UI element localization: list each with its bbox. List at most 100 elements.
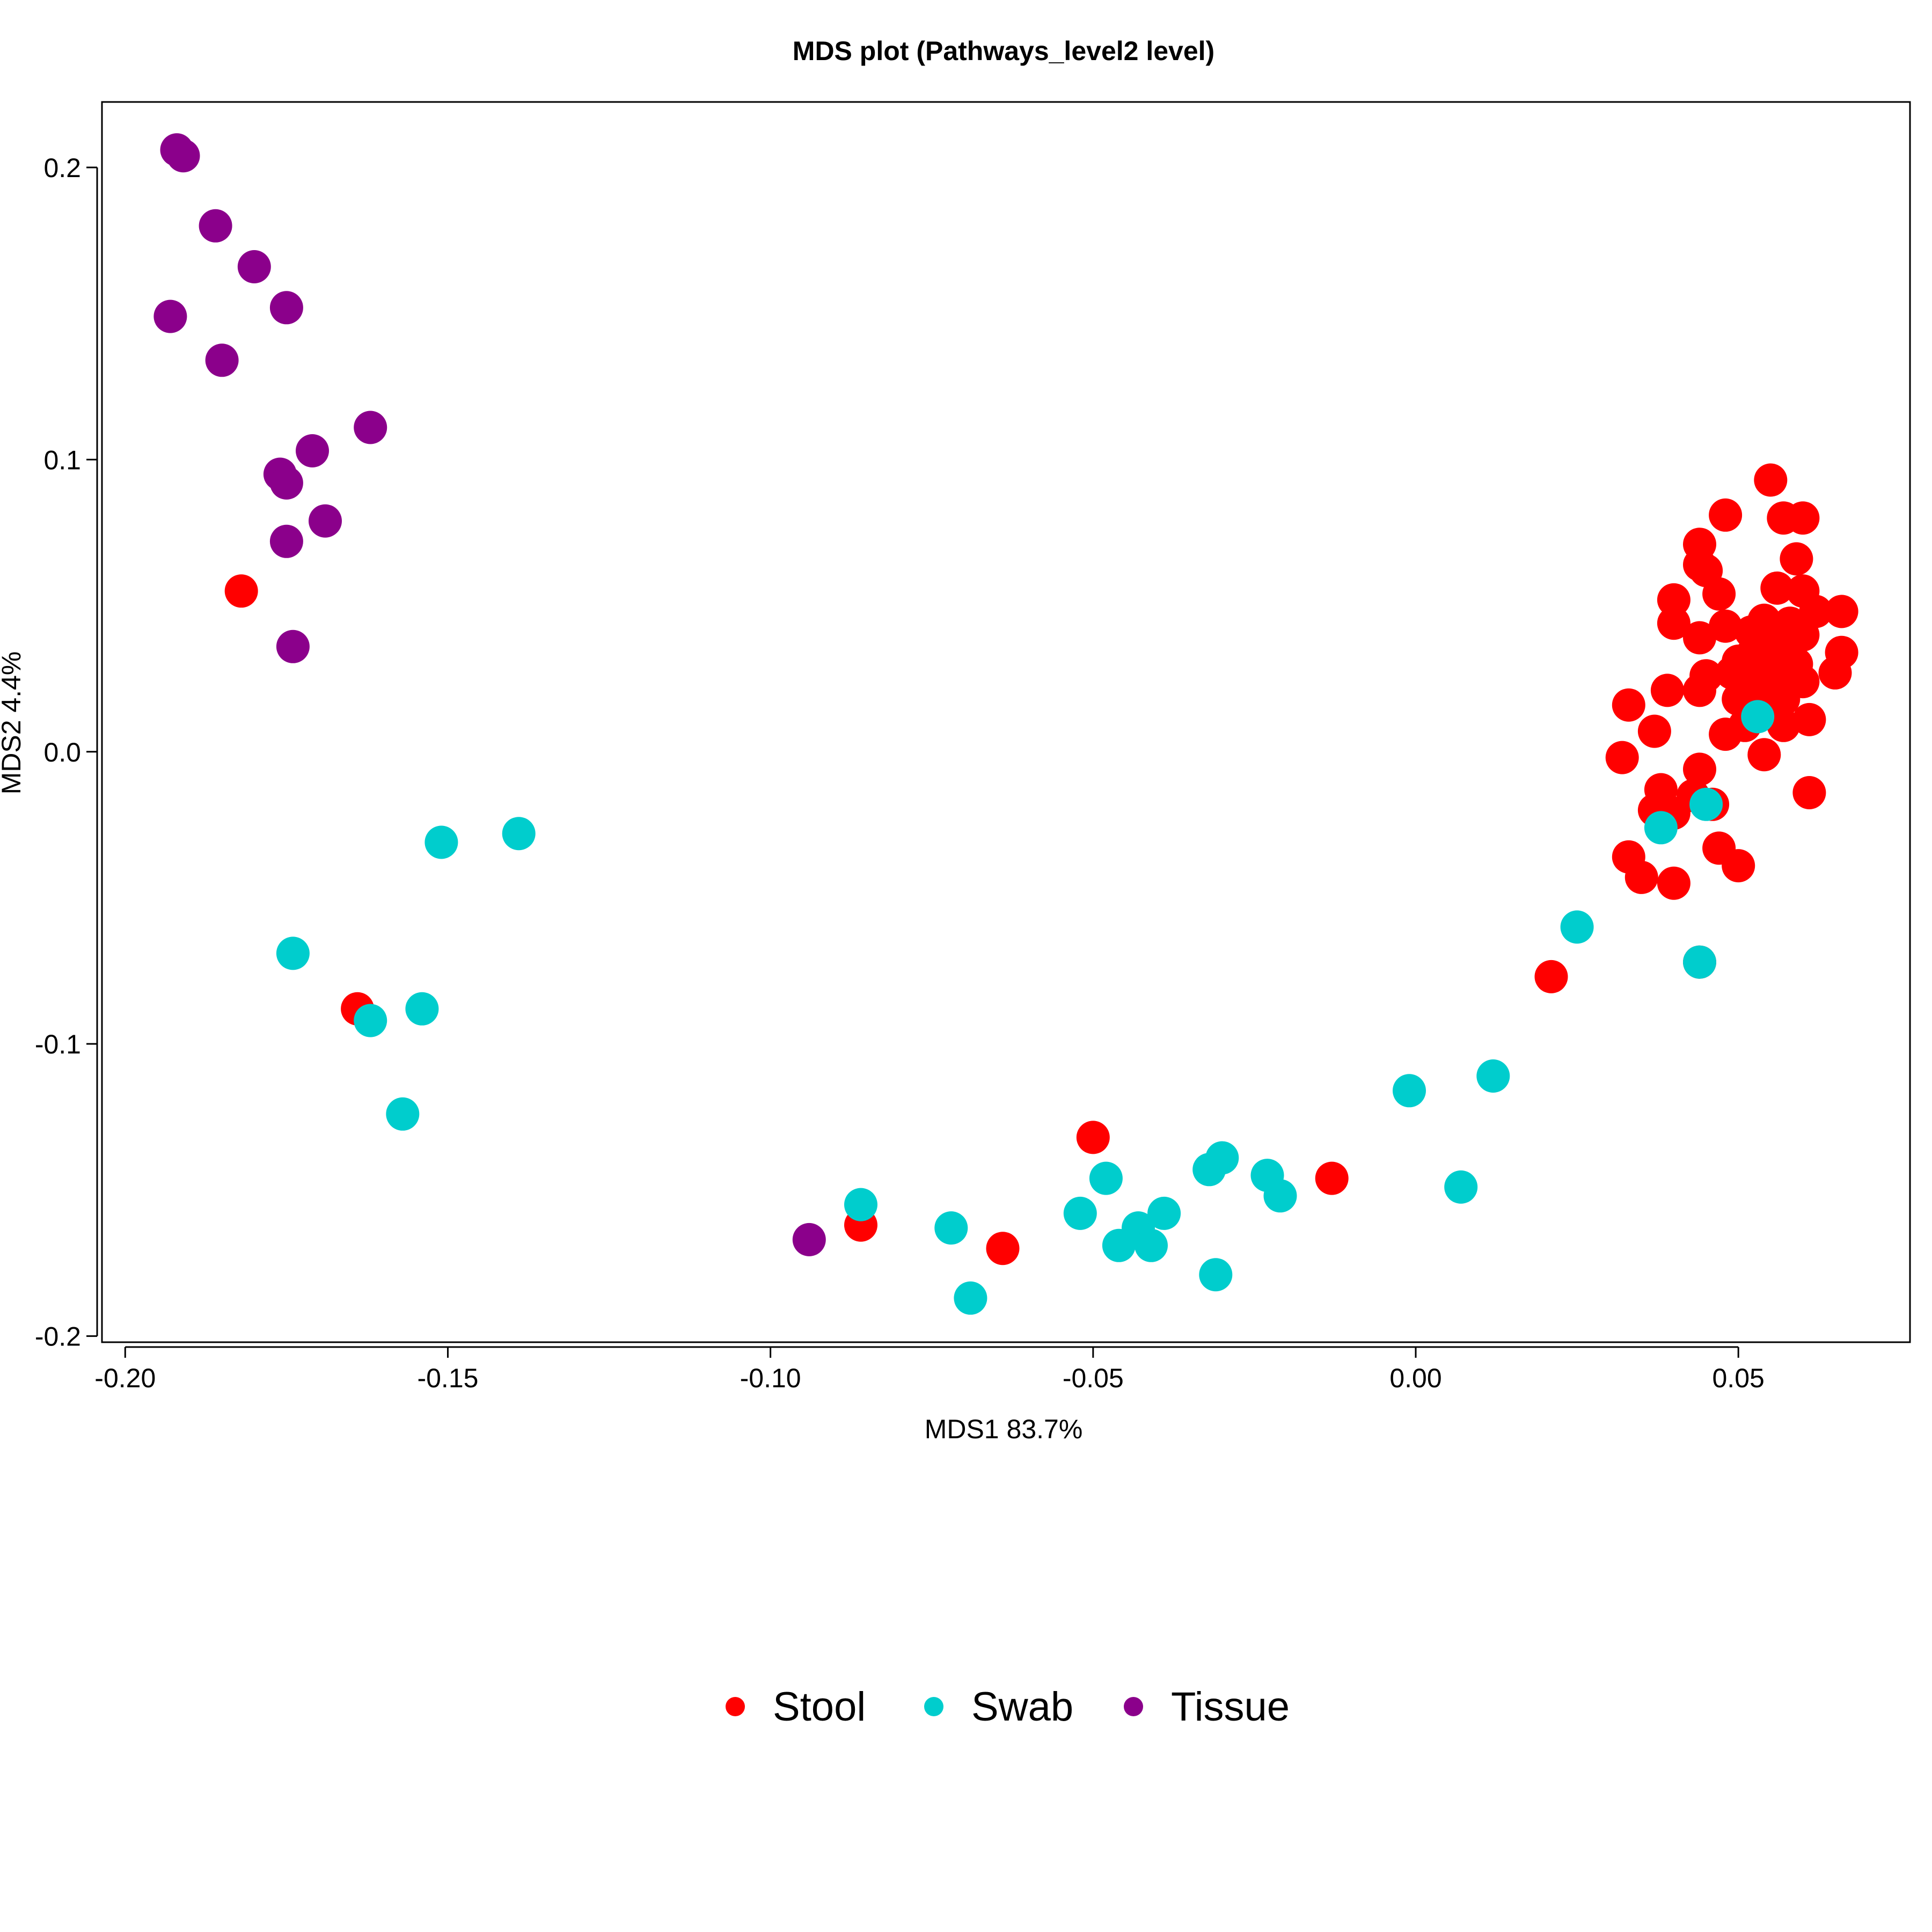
point-swab xyxy=(1393,1074,1426,1108)
point-stool xyxy=(1683,752,1716,786)
chart-title: MDS plot (Pathways_level2 level) xyxy=(793,36,1214,66)
point-swab xyxy=(1560,910,1594,944)
y-axis-label: MDS2 4.4% xyxy=(0,652,26,795)
plot-area-frame xyxy=(101,101,1911,1343)
point-tissue xyxy=(309,504,342,538)
x-tick-label: 0.00 xyxy=(1389,1363,1441,1393)
point-swab xyxy=(1089,1161,1123,1195)
point-stool xyxy=(1612,840,1645,874)
point-swab xyxy=(1135,1228,1168,1262)
x-axis-label: MDS1 83.7% xyxy=(925,1414,1083,1444)
point-stool xyxy=(1534,960,1568,993)
point-swab xyxy=(934,1211,968,1245)
point-swab xyxy=(425,825,458,859)
legend-label: Tissue xyxy=(1171,1684,1290,1730)
point-tissue xyxy=(237,250,271,283)
legend-label: Stool xyxy=(773,1684,866,1730)
point-tissue xyxy=(269,524,303,558)
point-swab xyxy=(386,1097,420,1131)
point-stool xyxy=(1702,577,1736,611)
legend-item-stool: Stool xyxy=(726,1684,866,1730)
point-swab xyxy=(1741,700,1775,734)
point-tissue xyxy=(269,291,303,325)
point-stool xyxy=(1825,635,1858,669)
point-swab xyxy=(844,1188,877,1221)
point-swab xyxy=(1644,811,1678,845)
y-tick-label: -0.1 xyxy=(35,1029,81,1059)
point-stool xyxy=(1722,849,1755,883)
series-stool xyxy=(224,463,1858,1265)
point-stool xyxy=(1786,501,1820,535)
y-tick-label: 0.1 xyxy=(43,445,81,475)
y-tick-label: 0.0 xyxy=(43,737,81,767)
point-swab xyxy=(276,936,310,970)
point-swab xyxy=(1689,787,1723,821)
legend: Stool Swab Tissue xyxy=(726,1684,1290,1730)
x-tick-label: 0.05 xyxy=(1713,1363,1765,1393)
y-axis: -0.2 -0.1 0.0 0.1 0.2 xyxy=(35,153,98,1352)
point-tissue xyxy=(199,209,232,243)
point-stool xyxy=(1709,609,1743,643)
point-stool xyxy=(1657,606,1690,640)
point-stool xyxy=(1650,674,1684,707)
x-axis: -0.20 -0.15 -0.10 -0.05 0.00 0.05 xyxy=(94,1346,1765,1393)
point-swab xyxy=(1444,1170,1478,1204)
point-stool xyxy=(224,574,258,608)
point-stool xyxy=(1786,574,1820,608)
point-swab xyxy=(354,1004,387,1037)
point-stool xyxy=(1754,463,1788,497)
point-stool xyxy=(1747,653,1781,687)
x-tick-label: -0.10 xyxy=(740,1363,801,1393)
point-swab xyxy=(1205,1141,1239,1175)
point-swab xyxy=(954,1281,987,1315)
point-tissue xyxy=(269,466,303,500)
point-stool xyxy=(1780,542,1813,576)
point-stool xyxy=(1709,498,1743,532)
point-tissue xyxy=(792,1223,826,1256)
x-tick-label: -0.20 xyxy=(94,1363,156,1393)
point-stool xyxy=(1747,738,1781,772)
data-points xyxy=(153,133,1858,1315)
point-stool xyxy=(1605,741,1639,774)
point-tissue xyxy=(205,343,239,377)
series-tissue xyxy=(153,133,826,1256)
y-tick-label: 0.2 xyxy=(43,153,81,183)
x-tick-label: -0.05 xyxy=(1063,1363,1124,1393)
point-stool xyxy=(1792,776,1826,809)
point-swab xyxy=(1263,1179,1297,1213)
legend-item-tissue: Tissue xyxy=(1124,1684,1290,1730)
point-stool xyxy=(986,1232,1020,1265)
point-stool xyxy=(1760,571,1794,605)
legend-label: Swab xyxy=(971,1684,1073,1730)
point-stool xyxy=(1657,866,1690,900)
point-stool xyxy=(1612,688,1645,722)
point-tissue xyxy=(354,411,387,444)
point-stool xyxy=(1657,583,1690,617)
legend-marker xyxy=(1124,1697,1143,1716)
point-stool xyxy=(1825,595,1858,628)
point-tissue xyxy=(153,299,187,333)
point-swab xyxy=(502,817,536,851)
point-tissue xyxy=(166,139,200,173)
y-tick-label: -0.2 xyxy=(35,1322,81,1352)
point-swab xyxy=(1683,945,1716,979)
point-stool xyxy=(1689,659,1723,693)
point-stool xyxy=(1683,621,1716,655)
legend-marker xyxy=(726,1697,745,1716)
point-tissue xyxy=(276,630,310,663)
point-swab xyxy=(1199,1258,1233,1292)
point-stool xyxy=(1644,773,1678,807)
point-stool xyxy=(1076,1121,1110,1154)
point-stool xyxy=(1767,708,1801,742)
point-stool xyxy=(1637,714,1671,748)
legend-marker xyxy=(924,1697,943,1716)
point-stool xyxy=(1792,702,1826,736)
legend-item-swab: Swab xyxy=(924,1684,1073,1730)
point-swab xyxy=(1063,1196,1097,1230)
point-tissue xyxy=(296,434,329,467)
point-swab xyxy=(1476,1059,1510,1093)
series-swab xyxy=(276,700,1775,1315)
point-swab xyxy=(1147,1196,1181,1230)
x-tick-label: -0.15 xyxy=(417,1363,478,1393)
